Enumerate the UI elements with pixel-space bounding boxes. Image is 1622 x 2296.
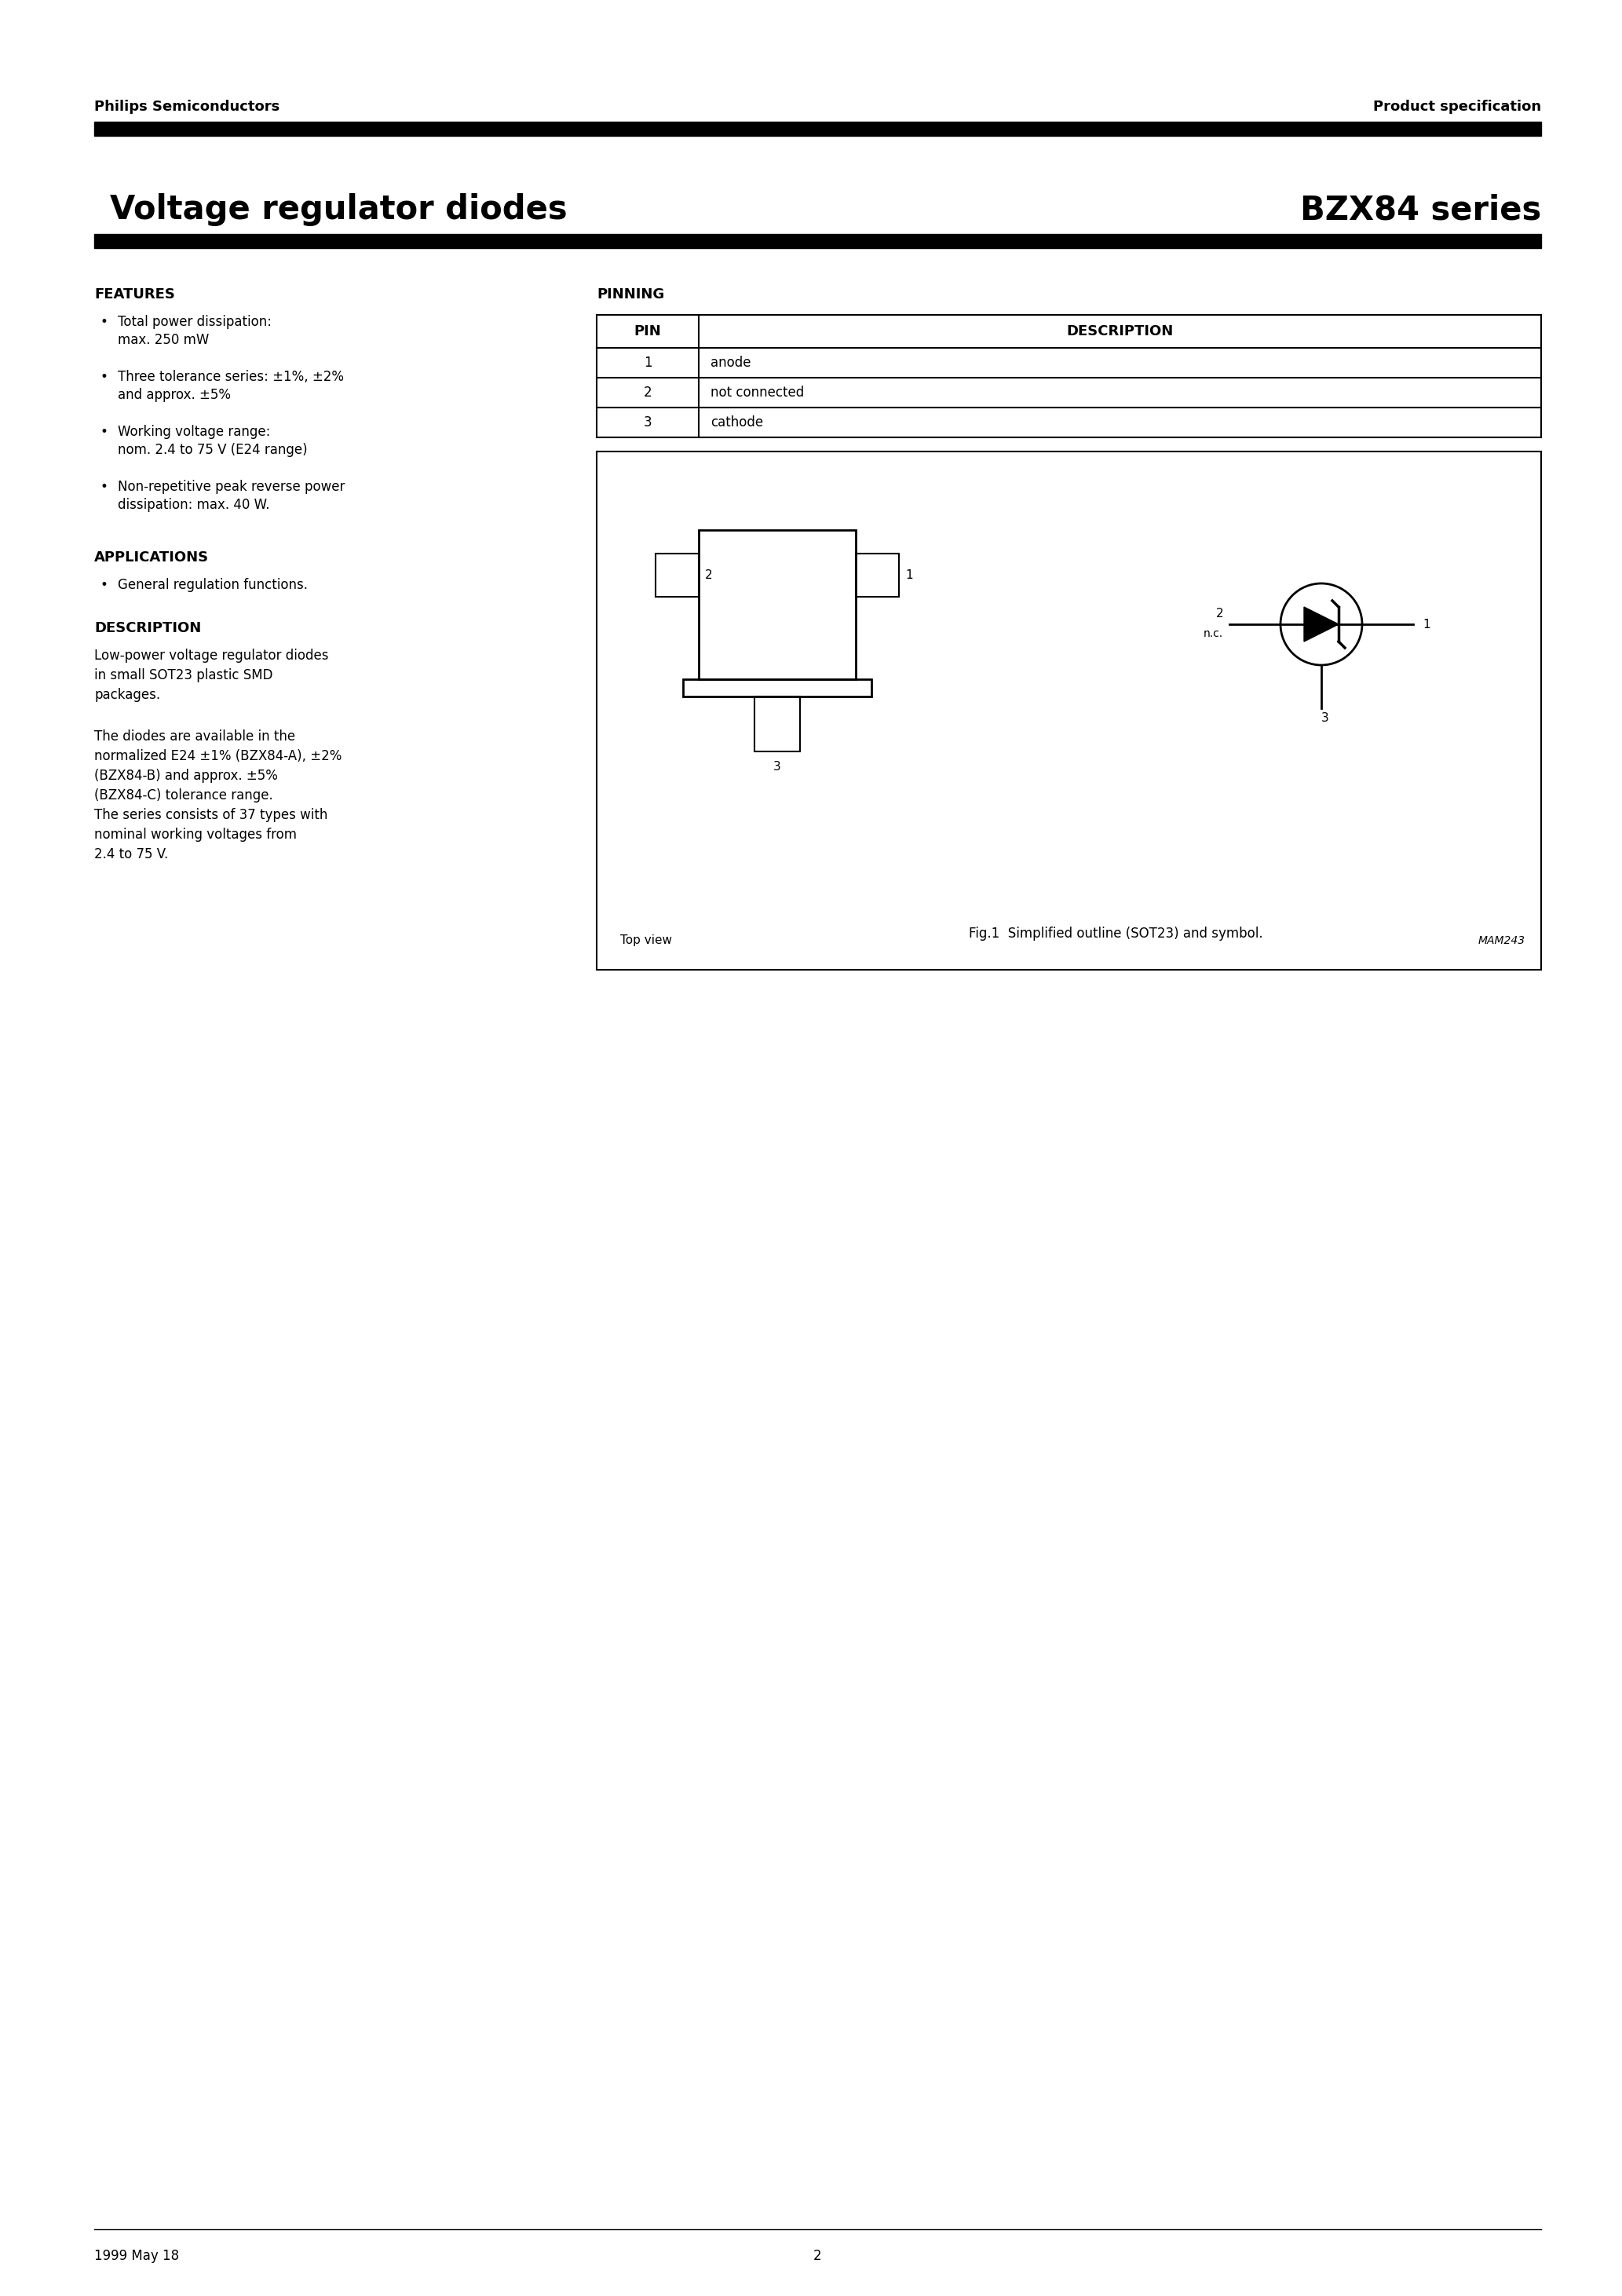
Text: •: •	[101, 579, 109, 592]
Text: 2: 2	[1215, 608, 1223, 620]
Text: •: •	[101, 425, 109, 439]
Text: Philips Semiconductors: Philips Semiconductors	[94, 99, 279, 115]
Text: 2: 2	[814, 2248, 822, 2264]
Text: Non-repetitive peak reverse power
dissipation: max. 40 W.: Non-repetitive peak reverse power dissip…	[118, 480, 345, 512]
Text: 1999 May 18: 1999 May 18	[94, 2248, 178, 2264]
Text: FEATURES: FEATURES	[94, 287, 175, 301]
Text: 3: 3	[644, 416, 652, 429]
Text: cathode: cathode	[710, 416, 764, 429]
Text: MAM243: MAM243	[1478, 934, 1525, 946]
Text: 1: 1	[1422, 618, 1431, 629]
Text: 2: 2	[644, 386, 652, 400]
Bar	[597, 452, 1541, 969]
Text: Total power dissipation:
max. 250 mW: Total power dissipation: max. 250 mW	[118, 315, 271, 347]
Text: 1: 1	[644, 356, 652, 370]
Bar	[856, 553, 899, 597]
Text: PINNING: PINNING	[597, 287, 665, 301]
Text: Product specification: Product specification	[1374, 99, 1541, 115]
Text: 3: 3	[1322, 712, 1328, 723]
Text: Working voltage range:
nom. 2.4 to 75 V (E24 range): Working voltage range: nom. 2.4 to 75 V …	[118, 425, 308, 457]
Text: 1: 1	[905, 569, 913, 581]
Text: •: •	[101, 480, 109, 494]
Text: Low-power voltage regulator diodes
in small SOT23 plastic SMD
packages.: Low-power voltage regulator diodes in sm…	[94, 647, 329, 703]
Bar	[597, 315, 1541, 436]
Text: anode: anode	[710, 356, 751, 370]
Text: not connected: not connected	[710, 386, 805, 400]
Text: n.c.: n.c.	[1204, 629, 1223, 638]
Polygon shape	[1304, 606, 1338, 641]
Bar	[94, 122, 1541, 135]
Text: DESCRIPTION: DESCRIPTION	[94, 622, 201, 636]
Text: •: •	[101, 370, 109, 383]
Text: Top view: Top view	[620, 934, 672, 946]
Text: 3: 3	[774, 760, 782, 774]
Text: DESCRIPTION: DESCRIPTION	[1066, 324, 1173, 338]
Text: Three tolerance series: ±1%, ±2%
and approx. ±5%: Three tolerance series: ±1%, ±2% and app…	[118, 370, 344, 402]
Bar	[754, 696, 800, 751]
Text: Fig.1  Simplified outline (SOT23) and symbol.: Fig.1 Simplified outline (SOT23) and sym…	[968, 928, 1264, 941]
Text: 2: 2	[706, 569, 712, 581]
Bar	[699, 530, 856, 680]
Text: The diodes are available in the
normalized E24 ±1% (BZX84-A), ±2%
(BZX84-B) and : The diodes are available in the normaliz…	[94, 730, 342, 861]
Bar	[94, 234, 1541, 248]
Bar	[655, 553, 699, 597]
Text: PIN: PIN	[634, 324, 662, 338]
Text: General regulation functions.: General regulation functions.	[118, 579, 308, 592]
Text: Voltage regulator diodes: Voltage regulator diodes	[110, 193, 568, 225]
Text: •: •	[101, 315, 109, 328]
Bar	[683, 680, 871, 696]
Text: BZX84 series: BZX84 series	[1299, 193, 1541, 225]
Text: APPLICATIONS: APPLICATIONS	[94, 551, 209, 565]
